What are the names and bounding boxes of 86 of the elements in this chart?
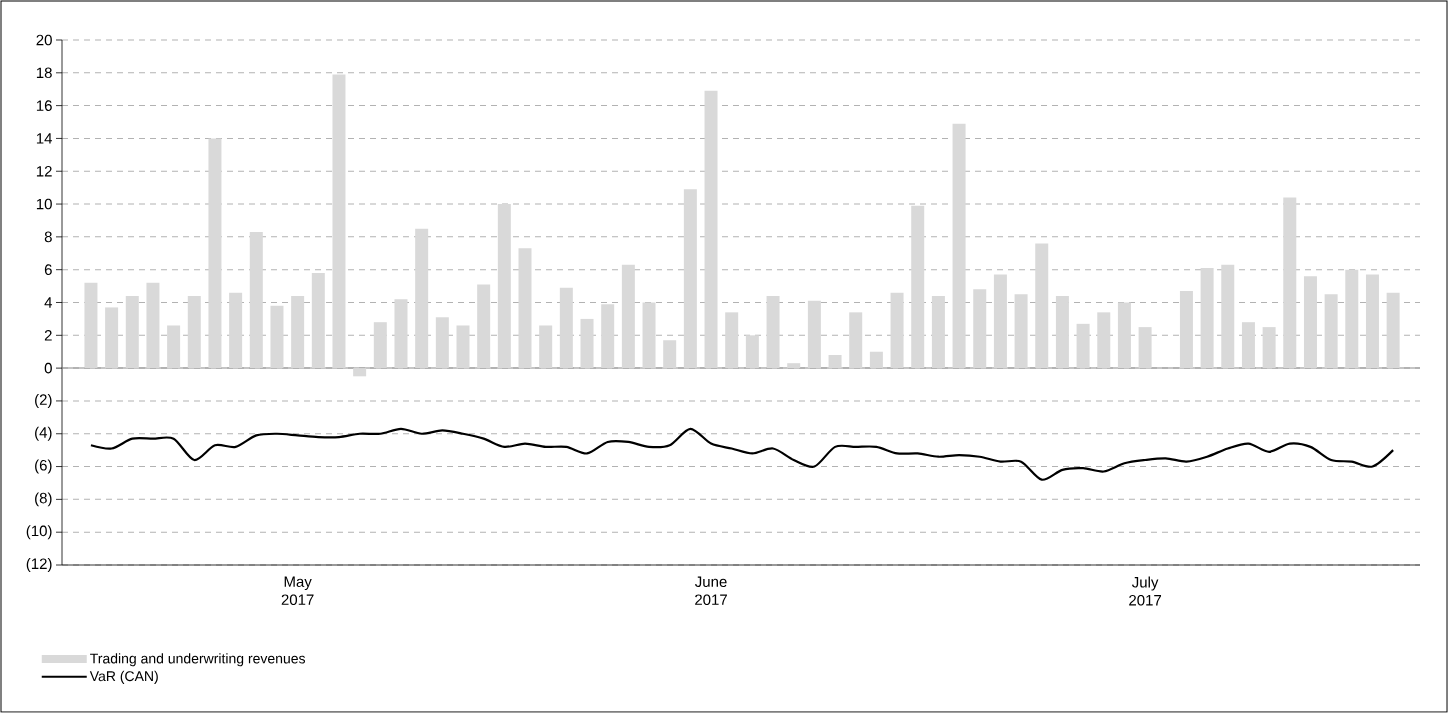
y-tick-label: (6) <box>35 459 52 474</box>
bar <box>1386 292 1400 369</box>
bar <box>456 325 470 369</box>
y-tick-label: 20 <box>36 34 52 46</box>
bar <box>869 351 883 369</box>
bar <box>559 287 573 369</box>
bar <box>1262 327 1276 369</box>
bar <box>787 363 801 369</box>
bar <box>270 305 284 369</box>
bar <box>229 292 243 369</box>
bar <box>187 295 201 369</box>
bar <box>601 304 615 369</box>
bar <box>766 295 780 369</box>
line-series <box>89 427 1395 481</box>
bar <box>993 274 1007 369</box>
bar <box>1035 243 1049 369</box>
bar <box>1179 291 1193 369</box>
bar <box>725 312 739 369</box>
bar <box>642 302 656 369</box>
bar <box>745 335 759 369</box>
y-tick-label: (4) <box>35 426 52 441</box>
y-tick-label: 18 <box>36 67 52 79</box>
bar <box>1241 322 1255 369</box>
bar <box>1365 274 1379 369</box>
bar <box>1303 276 1317 369</box>
bar <box>931 295 945 369</box>
bar <box>1138 327 1152 369</box>
bar <box>249 231 263 369</box>
bar <box>415 228 429 369</box>
bar <box>1097 312 1111 369</box>
bar <box>580 318 594 369</box>
bar <box>208 138 222 369</box>
bar <box>807 300 821 369</box>
y-tick-label: 6 <box>44 264 52 275</box>
bar <box>663 340 677 369</box>
y-tick-label: 12 <box>36 166 52 177</box>
y-tick-label: (12) <box>26 558 52 572</box>
legend-label: Trading and underwriting revenues <box>90 653 306 667</box>
y-tick-label: (2) <box>35 393 52 408</box>
bar <box>1014 294 1028 369</box>
y-tick-label: (10) <box>26 525 52 540</box>
bar <box>973 289 987 369</box>
y-tick-label: 0 <box>44 362 52 374</box>
bar <box>1324 294 1338 369</box>
bar <box>353 368 367 377</box>
y-tick-label: 14 <box>36 133 53 144</box>
x-tick-label: May 2017 <box>281 576 314 605</box>
bar <box>1055 295 1069 369</box>
bar <box>890 292 904 369</box>
bar <box>1200 268 1214 369</box>
bar <box>849 312 863 369</box>
bar <box>146 282 160 369</box>
y-tick-label: 2 <box>44 330 52 341</box>
bar <box>125 295 139 369</box>
bar <box>621 264 635 369</box>
bar <box>518 248 532 369</box>
x-tick-label: July 2017 <box>1129 576 1162 606</box>
bar <box>683 189 697 369</box>
bar <box>394 299 408 369</box>
bar <box>105 307 119 369</box>
bar <box>1345 269 1359 369</box>
bar <box>84 282 98 369</box>
bar <box>497 204 511 369</box>
bar <box>477 284 491 369</box>
bar <box>1283 197 1297 369</box>
legend-label: VaR (CAN) <box>89 670 158 684</box>
bar <box>539 325 553 369</box>
x-tick-label: June 2017 <box>695 576 727 605</box>
bar <box>435 317 449 369</box>
bar <box>1117 302 1131 369</box>
bar <box>167 325 181 369</box>
bar <box>332 74 346 369</box>
y-tick-label: 8 <box>44 231 52 243</box>
bar <box>1221 264 1235 369</box>
bar <box>952 123 966 369</box>
bar <box>1076 323 1090 369</box>
y-tick-label: 10 <box>36 198 52 210</box>
y-tick-label: 4 <box>44 297 53 308</box>
bar <box>828 355 842 369</box>
bar <box>291 295 305 369</box>
y-tick-label: 16 <box>36 100 52 111</box>
bar <box>911 205 925 369</box>
bar <box>311 272 325 369</box>
y-tick-label: (8) <box>35 492 52 507</box>
bar <box>704 90 718 369</box>
bar <box>373 322 387 369</box>
